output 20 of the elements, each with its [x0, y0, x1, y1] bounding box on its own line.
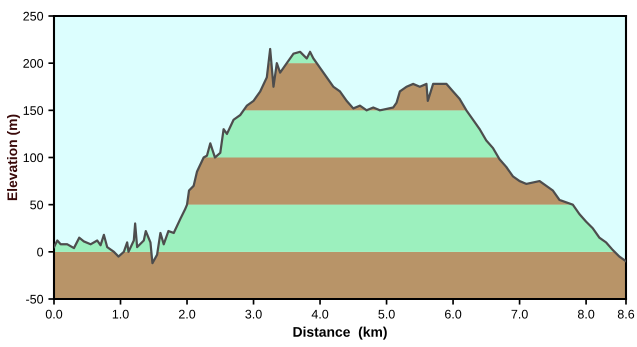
y-tick-label: 200: [23, 58, 44, 68]
x-tick-label: 1.0: [112, 310, 129, 319]
y-tick-label: 0: [37, 248, 44, 256]
y-axis-title: Elevation (m): [7, 114, 20, 200]
y-tick-label: 50: [30, 200, 44, 210]
x-tick-label: 8.6: [618, 310, 634, 319]
x-tick-label: 0.0: [46, 310, 62, 319]
y-tick-label: -50: [26, 294, 44, 304]
x-tick-label: 6.0: [445, 310, 462, 319]
x-tick-label: 3.0: [245, 310, 262, 319]
x-tick-label: 7.0: [512, 310, 528, 319]
x-axis-title: Distance (km): [293, 326, 387, 340]
y-tick-label: 100: [24, 153, 44, 162]
x-tick-label: 2.0: [178, 310, 196, 319]
x-tick-label: 8.0: [578, 310, 594, 319]
x-tick-label: 5.0: [378, 310, 395, 319]
line-series: [54, 48, 626, 264]
y-tick-label: 250: [23, 12, 44, 21]
x-tick-label: 4.0: [312, 310, 328, 319]
y-tick-label: 150: [24, 106, 44, 115]
